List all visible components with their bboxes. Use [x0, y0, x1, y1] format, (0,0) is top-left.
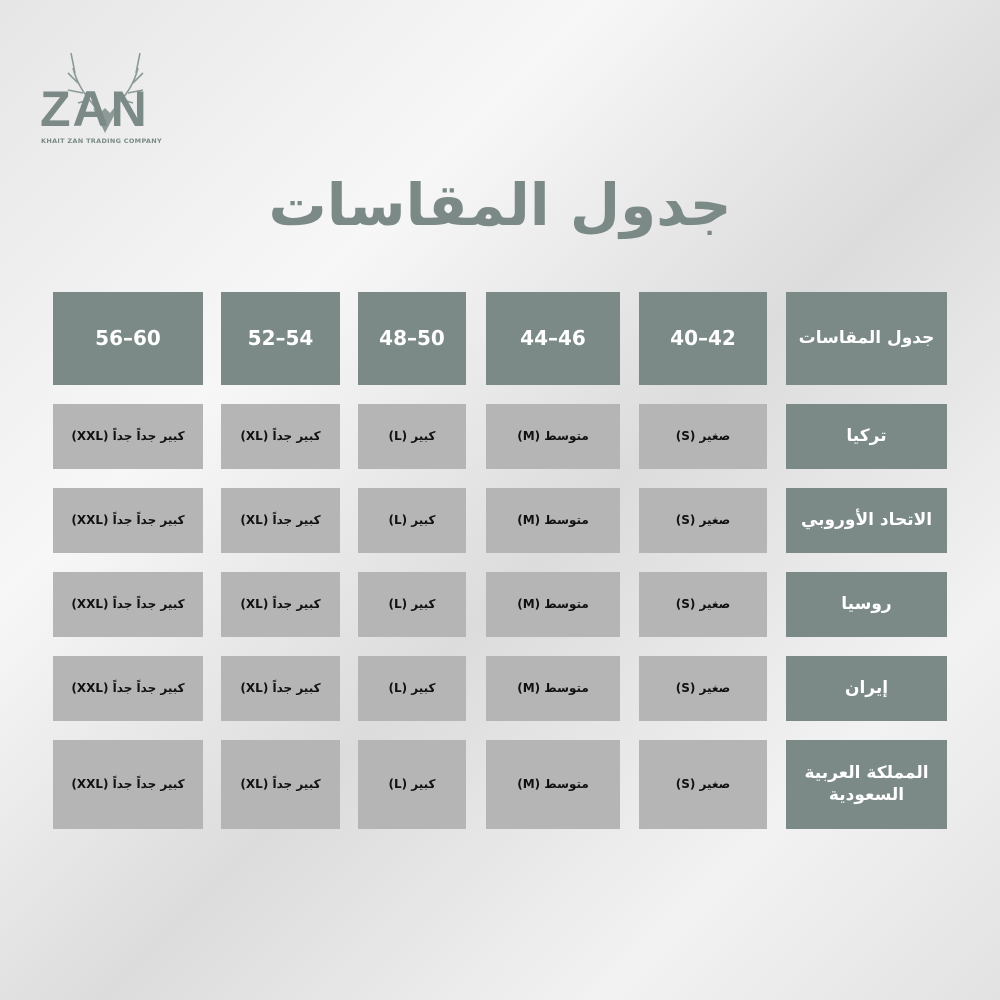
table-cell-text: كبير (L) — [388, 512, 436, 527]
table-cell: كبير (L) — [358, 488, 466, 553]
table-cell: صغير (S) — [639, 404, 767, 469]
logo-subtitle: KHAIT ZAN TRADING COMPANY — [41, 137, 162, 145]
table-cell: كبير جداً جداً (XXL) — [53, 656, 203, 721]
row-label: إيران — [786, 656, 947, 721]
column-header: 42–40 — [639, 292, 767, 385]
table-cell: متوسط (M) — [486, 488, 620, 553]
table-cell-text: كبير (L) — [388, 680, 436, 695]
row-label-text: الاتحاد الأوروبي — [800, 509, 933, 530]
row-label-text: روسيا — [841, 593, 892, 614]
table-cell-text: صغير (S) — [675, 512, 731, 527]
table-cell-text: كبير جداً جداً (XXL) — [71, 512, 185, 527]
column-header-text: 60–56 — [95, 326, 161, 350]
table-cell-text: متوسط (M) — [517, 776, 589, 791]
column-header-text: 46–44 — [520, 326, 586, 350]
table-cell: كبير (L) — [358, 656, 466, 721]
row-label: تركيا — [786, 404, 947, 469]
table-cell-text: كبير جداً جداً (XXL) — [71, 680, 185, 695]
table-cell: متوسط (M) — [486, 404, 620, 469]
column-header: 54–52 — [221, 292, 340, 385]
table-cell: صغير (S) — [639, 572, 767, 637]
table-cell: متوسط (M) — [486, 740, 620, 829]
table-cell-text: متوسط (M) — [517, 428, 589, 443]
table-cell: كبير (L) — [358, 740, 466, 829]
column-header: 60–56 — [53, 292, 203, 385]
row-label: روسيا — [786, 572, 947, 637]
table-cell: كبير جداً (XL) — [221, 656, 340, 721]
table-cell: كبير جداً جداً (XXL) — [53, 572, 203, 637]
column-header: 46–44 — [486, 292, 620, 385]
table-cell-text: كبير جداً جداً (XXL) — [71, 428, 185, 443]
table-cell-text: كبير جداً جداً (XXL) — [71, 776, 185, 791]
table-cell-text: كبير جداً جداً (XXL) — [71, 596, 185, 611]
table-cell-text: كبير (L) — [388, 428, 436, 443]
table-cell: كبير جداً (XL) — [221, 572, 340, 637]
table-cell: متوسط (M) — [486, 656, 620, 721]
column-header: 50–48 — [358, 292, 466, 385]
column-header-text: 54–52 — [247, 326, 314, 350]
table-cell: صغير (S) — [639, 740, 767, 829]
column-header-text: 42–40 — [670, 326, 736, 350]
table-cell: صغير (S) — [639, 656, 767, 721]
corner-header-text: جدول المقاسات — [798, 327, 935, 348]
table-cell: كبير جداً جداً (XXL) — [53, 404, 203, 469]
table-cell-text: صغير (S) — [675, 428, 731, 443]
table-cell-text: كبير جداً (XL) — [240, 512, 321, 527]
table-cell: كبير (L) — [358, 572, 466, 637]
table-cell-text: كبير جداً (XL) — [240, 680, 321, 695]
table-cell-text: كبير (L) — [388, 776, 436, 791]
row-label: الاتحاد الأوروبي — [786, 488, 947, 553]
table-cell: كبير جداً (XL) — [221, 740, 340, 829]
table-cell: كبير (L) — [358, 404, 466, 469]
table-cell-text: متوسط (M) — [517, 680, 589, 695]
table-cell-text: كبير جداً (XL) — [240, 428, 321, 443]
row-label: المملكة العربية السعودية — [786, 740, 947, 829]
table-cell: كبير جداً جداً (XXL) — [53, 740, 203, 829]
column-header-text: 50–48 — [379, 326, 445, 350]
row-label-text: إيران — [844, 677, 889, 698]
table-cell-text: متوسط (M) — [517, 512, 589, 527]
logo-brand: ZAN — [40, 81, 149, 137]
table-cell: متوسط (M) — [486, 572, 620, 637]
table-cell-text: كبير (L) — [388, 596, 436, 611]
table-cell: كبير جداً (XL) — [221, 488, 340, 553]
table-cell-text: صغير (S) — [675, 776, 731, 791]
deer-antlers-logo-icon — [67, 52, 144, 133]
table-cell: صغير (S) — [639, 488, 767, 553]
corner-header: جدول المقاسات — [786, 292, 947, 385]
table-cell-text: كبير جداً (XL) — [240, 596, 321, 611]
table-cell-text: صغير (S) — [675, 680, 731, 695]
table-cell-text: متوسط (M) — [517, 596, 589, 611]
row-label-text: تركيا — [846, 425, 887, 446]
page-title: جدول المقاسات — [268, 171, 732, 239]
row-label-text: المملكة العربية السعودية — [804, 763, 929, 805]
table-cell-text: كبير جداً (XL) — [240, 776, 321, 791]
table-cell-text: صغير (S) — [675, 596, 731, 611]
table-cell: كبير جداً (XL) — [221, 404, 340, 469]
table-cell: كبير جداً جداً (XXL) — [53, 488, 203, 553]
